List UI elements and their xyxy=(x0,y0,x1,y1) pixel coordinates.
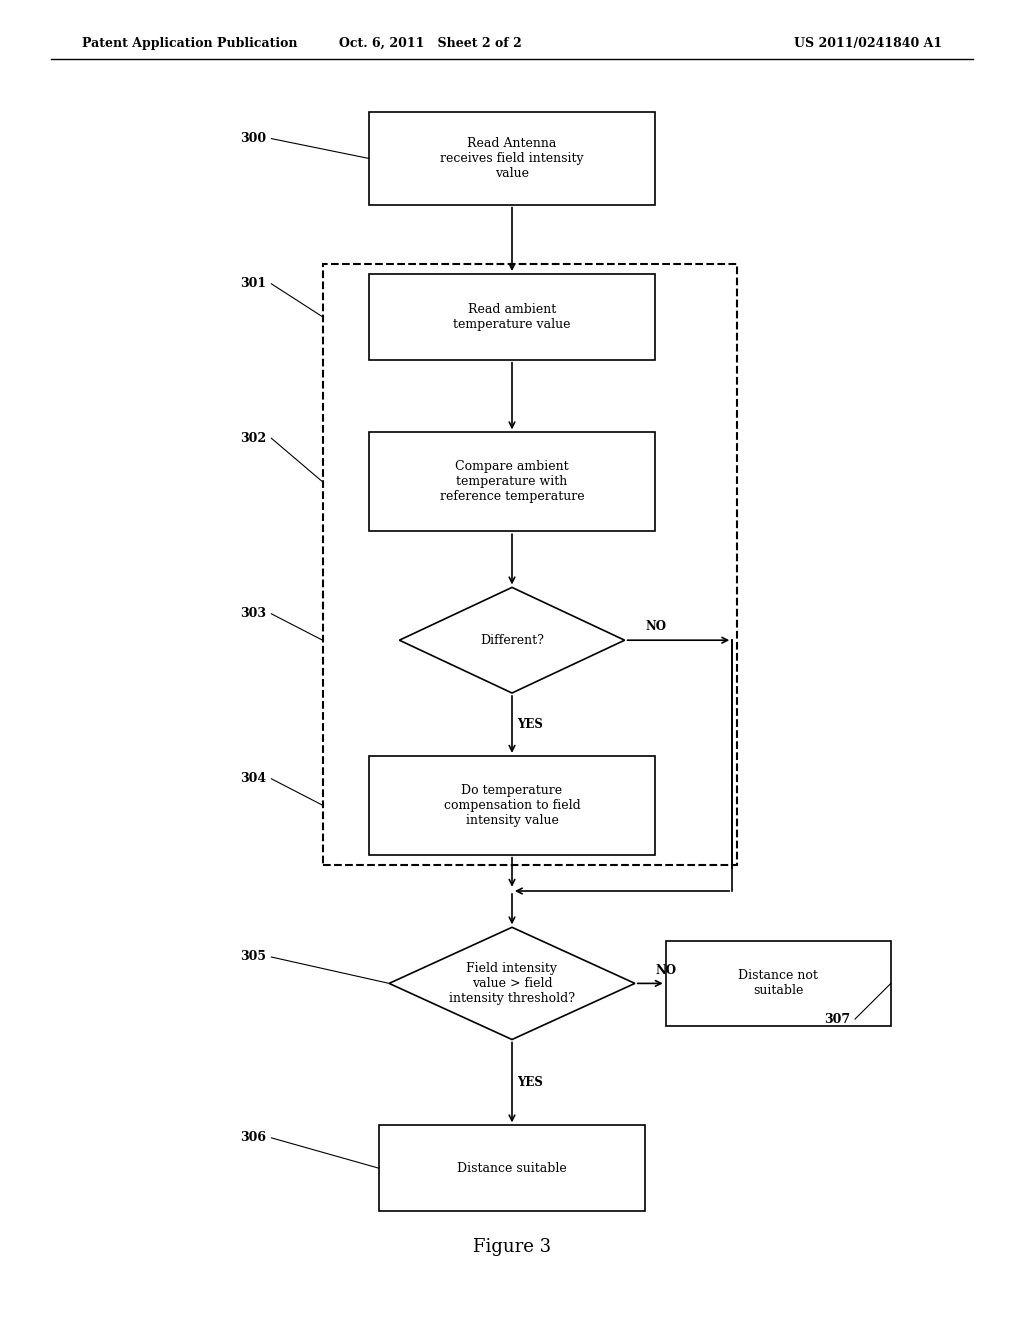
Text: Different?: Different? xyxy=(480,634,544,647)
Text: Field intensity
value > field
intensity threshold?: Field intensity value > field intensity … xyxy=(449,962,575,1005)
FancyBboxPatch shape xyxy=(379,1125,645,1212)
Text: Distance suitable: Distance suitable xyxy=(457,1162,567,1175)
Text: Patent Application Publication: Patent Application Publication xyxy=(82,37,297,50)
Text: 303: 303 xyxy=(241,607,266,620)
Text: 304: 304 xyxy=(240,772,266,785)
FancyBboxPatch shape xyxy=(666,940,891,1027)
Text: Distance not
suitable: Distance not suitable xyxy=(738,969,818,998)
Text: YES: YES xyxy=(517,1076,543,1089)
Text: 307: 307 xyxy=(823,1012,850,1026)
Text: YES: YES xyxy=(517,718,543,731)
FancyBboxPatch shape xyxy=(369,275,655,359)
Text: NO: NO xyxy=(645,620,667,634)
FancyBboxPatch shape xyxy=(369,433,655,531)
Text: Read Antenna
receives field intensity
value: Read Antenna receives field intensity va… xyxy=(440,137,584,180)
Text: Read ambient
temperature value: Read ambient temperature value xyxy=(454,302,570,331)
Text: Do temperature
compensation to field
intensity value: Do temperature compensation to field int… xyxy=(443,784,581,826)
Text: 300: 300 xyxy=(240,132,266,145)
Text: 305: 305 xyxy=(241,950,266,964)
Polygon shape xyxy=(399,587,625,693)
Polygon shape xyxy=(389,927,635,1040)
Text: 306: 306 xyxy=(241,1131,266,1144)
Text: NO: NO xyxy=(655,964,677,977)
Text: Figure 3: Figure 3 xyxy=(473,1238,551,1257)
FancyBboxPatch shape xyxy=(369,112,655,205)
Text: 301: 301 xyxy=(240,277,266,290)
Text: 302: 302 xyxy=(240,432,266,445)
Text: Oct. 6, 2011   Sheet 2 of 2: Oct. 6, 2011 Sheet 2 of 2 xyxy=(339,37,521,50)
Text: Compare ambient
temperature with
reference temperature: Compare ambient temperature with referen… xyxy=(439,461,585,503)
Text: US 2011/0241840 A1: US 2011/0241840 A1 xyxy=(794,37,942,50)
FancyBboxPatch shape xyxy=(369,755,655,855)
